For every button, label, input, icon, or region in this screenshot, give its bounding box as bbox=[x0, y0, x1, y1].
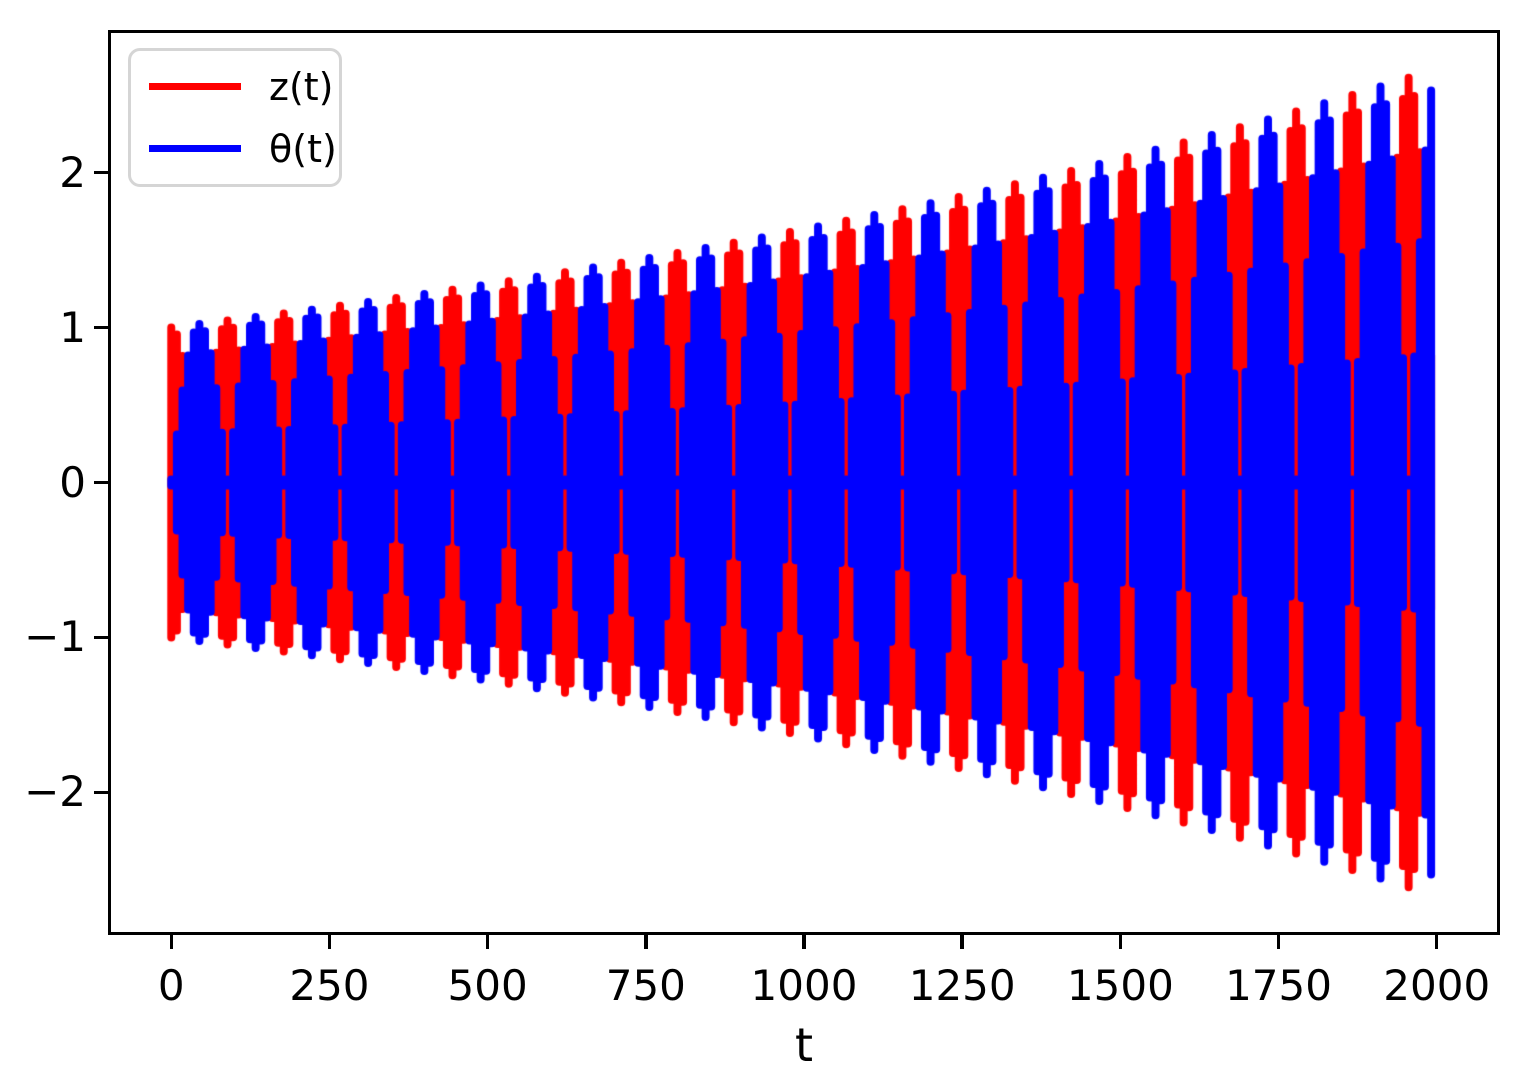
legend-label-z: z(t) bbox=[269, 64, 334, 109]
x-tick-mark bbox=[644, 935, 648, 949]
y-tick-mark bbox=[94, 480, 108, 485]
x-tick-label: 750 bbox=[605, 961, 686, 1010]
y-tick-label: 1 bbox=[59, 302, 86, 352]
legend-line-sample-theta bbox=[149, 145, 241, 152]
legend: z(t) θ(t) bbox=[128, 48, 342, 187]
x-axis-label: t bbox=[794, 1018, 814, 1072]
y-tick-label: −2 bbox=[24, 767, 86, 817]
x-tick-label: 0 bbox=[157, 961, 185, 1010]
y-tick-label: 2 bbox=[59, 147, 86, 197]
x-tick-label: 2000 bbox=[1383, 961, 1491, 1010]
legend-entry-z: z(t) bbox=[149, 68, 334, 106]
y-tick-mark bbox=[94, 635, 108, 640]
x-tick-mark bbox=[1118, 935, 1123, 949]
x-tick-mark bbox=[1276, 935, 1281, 949]
x-tick-label: 1500 bbox=[1066, 961, 1174, 1010]
legend-line-sample-z bbox=[149, 83, 241, 90]
x-tick-mark bbox=[960, 935, 964, 949]
y-tick-mark bbox=[94, 325, 108, 330]
legend-entry-theta: θ(t) bbox=[149, 130, 337, 168]
x-tick-label: 500 bbox=[447, 961, 528, 1010]
x-tick-label: 1250 bbox=[908, 961, 1016, 1010]
x-tick-label: 1750 bbox=[1225, 961, 1332, 1010]
plot-area: z(t) θ(t) bbox=[108, 30, 1500, 935]
y-tick-mark bbox=[94, 790, 108, 795]
x-tick-mark bbox=[485, 935, 490, 949]
y-tick-label: −1 bbox=[24, 612, 86, 662]
x-tick-mark bbox=[169, 935, 174, 949]
legend-label-theta: θ(t) bbox=[269, 126, 337, 171]
x-tick-mark bbox=[327, 935, 332, 949]
x-tick-label: 250 bbox=[289, 961, 370, 1010]
x-tick-label: 1000 bbox=[750, 961, 858, 1010]
x-tick-mark bbox=[1434, 935, 1439, 949]
y-tick-mark bbox=[94, 170, 108, 175]
x-tick-mark bbox=[802, 935, 806, 949]
y-tick-label: 0 bbox=[59, 457, 86, 507]
